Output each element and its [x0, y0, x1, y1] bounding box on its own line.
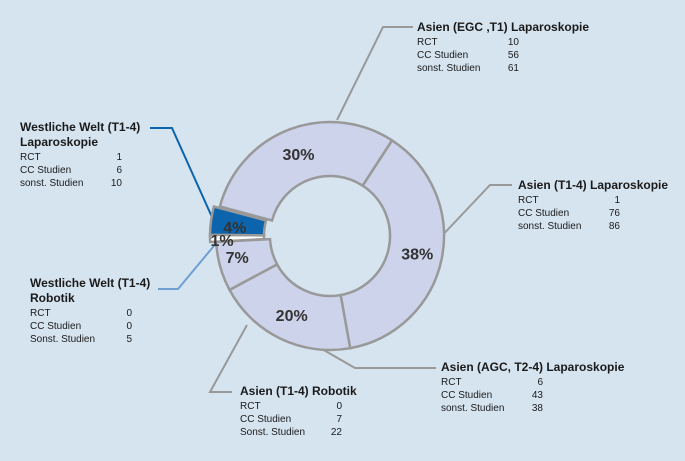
study-count: 5 — [126, 334, 132, 345]
callout-table: RCT 0 CC Studien 7 Sonst. Studien 22 — [240, 400, 342, 439]
study-type-label: CC Studien — [518, 208, 570, 219]
callout-title: Asien (EGC ,T1) Laparoskopie — [417, 20, 590, 34]
study-count: 6 — [116, 165, 122, 176]
callout-table: RCT 1 CC Studien 76 sonst. Studien 86 — [518, 194, 620, 233]
study-count: 1 — [614, 195, 620, 206]
study-type-label: RCT — [20, 152, 41, 163]
callout-box: Westliche Welt (T1-4) Laparoskopie RCT 1 CC … — [20, 120, 140, 190]
study-type-label: RCT — [441, 377, 462, 388]
callout-box: Asien (EGC ,T1) Laparoskopie RCT 10 CC Stud… — [417, 20, 589, 75]
study-type-label: CC Studien — [417, 50, 469, 61]
study-type-label: RCT — [518, 195, 539, 206]
study-count: 7 — [336, 414, 342, 425]
callout-title: Asien (T1-4) Robotik — [240, 384, 357, 398]
study-type-label: CC Studien — [240, 414, 292, 425]
study-type-label: sonst. Studien — [417, 63, 481, 74]
study-count: 86 — [608, 221, 620, 232]
slice-label: 4% — [223, 220, 246, 237]
study-count: 1 — [116, 152, 122, 163]
donut-slice — [227, 262, 352, 352]
callout-title: Robotik — [30, 291, 75, 305]
study-count: 10 — [507, 37, 519, 48]
slice-label: 1% — [210, 233, 233, 250]
donut-slice — [339, 138, 446, 350]
study-type-label: Sonst. Studien — [30, 334, 96, 345]
callout-table: RCT 6 CC Studien 43 sonst. Studien 38 — [441, 376, 543, 415]
callout-title: Laparoskopie — [20, 135, 99, 149]
study-count: 0 — [126, 308, 132, 319]
callout-table: RCT 0 CC Studien 0 Sonst. Studien 5 — [30, 307, 132, 346]
callout-title: Westliche Welt (T1-4) — [30, 276, 151, 290]
study-count: 38 — [531, 403, 543, 414]
study-count: 10 — [110, 178, 122, 189]
slice-label: 30% — [282, 147, 314, 164]
leader-line — [208, 324, 248, 393]
study-type-label: Sonst. Studien — [240, 427, 306, 438]
donut-slice — [208, 204, 268, 237]
callout-title: Westliche Welt (T1-4) — [20, 120, 141, 134]
donut-slice — [218, 120, 394, 223]
callout-box: Asien (AGC, T2-4) Laparoskopie RCT 6 CC Stu… — [441, 360, 624, 415]
callout-box: Asien (T1-4) Robotik RCT 0 CC Studien 7 Sonst… — [240, 384, 357, 439]
leader-line — [336, 26, 413, 121]
slice-label: 38% — [401, 247, 433, 264]
callout-title: Asien (AGC, T2-4) Laparoskopie — [441, 360, 625, 374]
study-type-label: RCT — [417, 37, 438, 48]
leader-line — [158, 240, 219, 290]
study-count: 76 — [608, 208, 620, 219]
slice-label: 20% — [276, 308, 308, 325]
study-count: 0 — [126, 321, 132, 332]
study-count: 61 — [507, 63, 519, 74]
leader-line — [436, 184, 512, 242]
callout-table: RCT 10 CC Studien 56 sonst. Studien 61 — [417, 36, 519, 75]
study-type-label: sonst. Studien — [441, 403, 505, 414]
callout-box: Westliche Welt (T1-4) Robotik RCT 0 CC Studi… — [30, 276, 150, 346]
slice-label: 7% — [226, 250, 249, 267]
study-type-label: CC Studien — [30, 321, 82, 332]
callout-title: Asien (T1-4) Laparoskopie — [518, 178, 669, 192]
slice-labels: 30% 38% 20% 7%1%4% — [210, 147, 433, 325]
study-count: 22 — [330, 427, 342, 438]
study-count: 6 — [537, 377, 543, 388]
donut-slices — [208, 120, 446, 352]
study-type-label: RCT — [240, 401, 261, 412]
leader-line — [150, 127, 217, 227]
callout-table: RCT 1 CC Studien 6 sonst. Studien 10 — [20, 151, 122, 190]
study-type-label: CC Studien — [441, 390, 493, 401]
callout-box: Asien (T1-4) Laparoskopie RCT 1 CC Studien 7… — [518, 178, 668, 233]
study-count: 0 — [336, 401, 342, 412]
study-count: 56 — [507, 50, 519, 61]
study-count: 43 — [531, 390, 543, 401]
study-type-label: CC Studien — [20, 165, 72, 176]
study-type-label: sonst. Studien — [20, 178, 84, 189]
study-type-label: RCT — [30, 308, 51, 319]
study-type-label: sonst. Studien — [518, 221, 582, 232]
